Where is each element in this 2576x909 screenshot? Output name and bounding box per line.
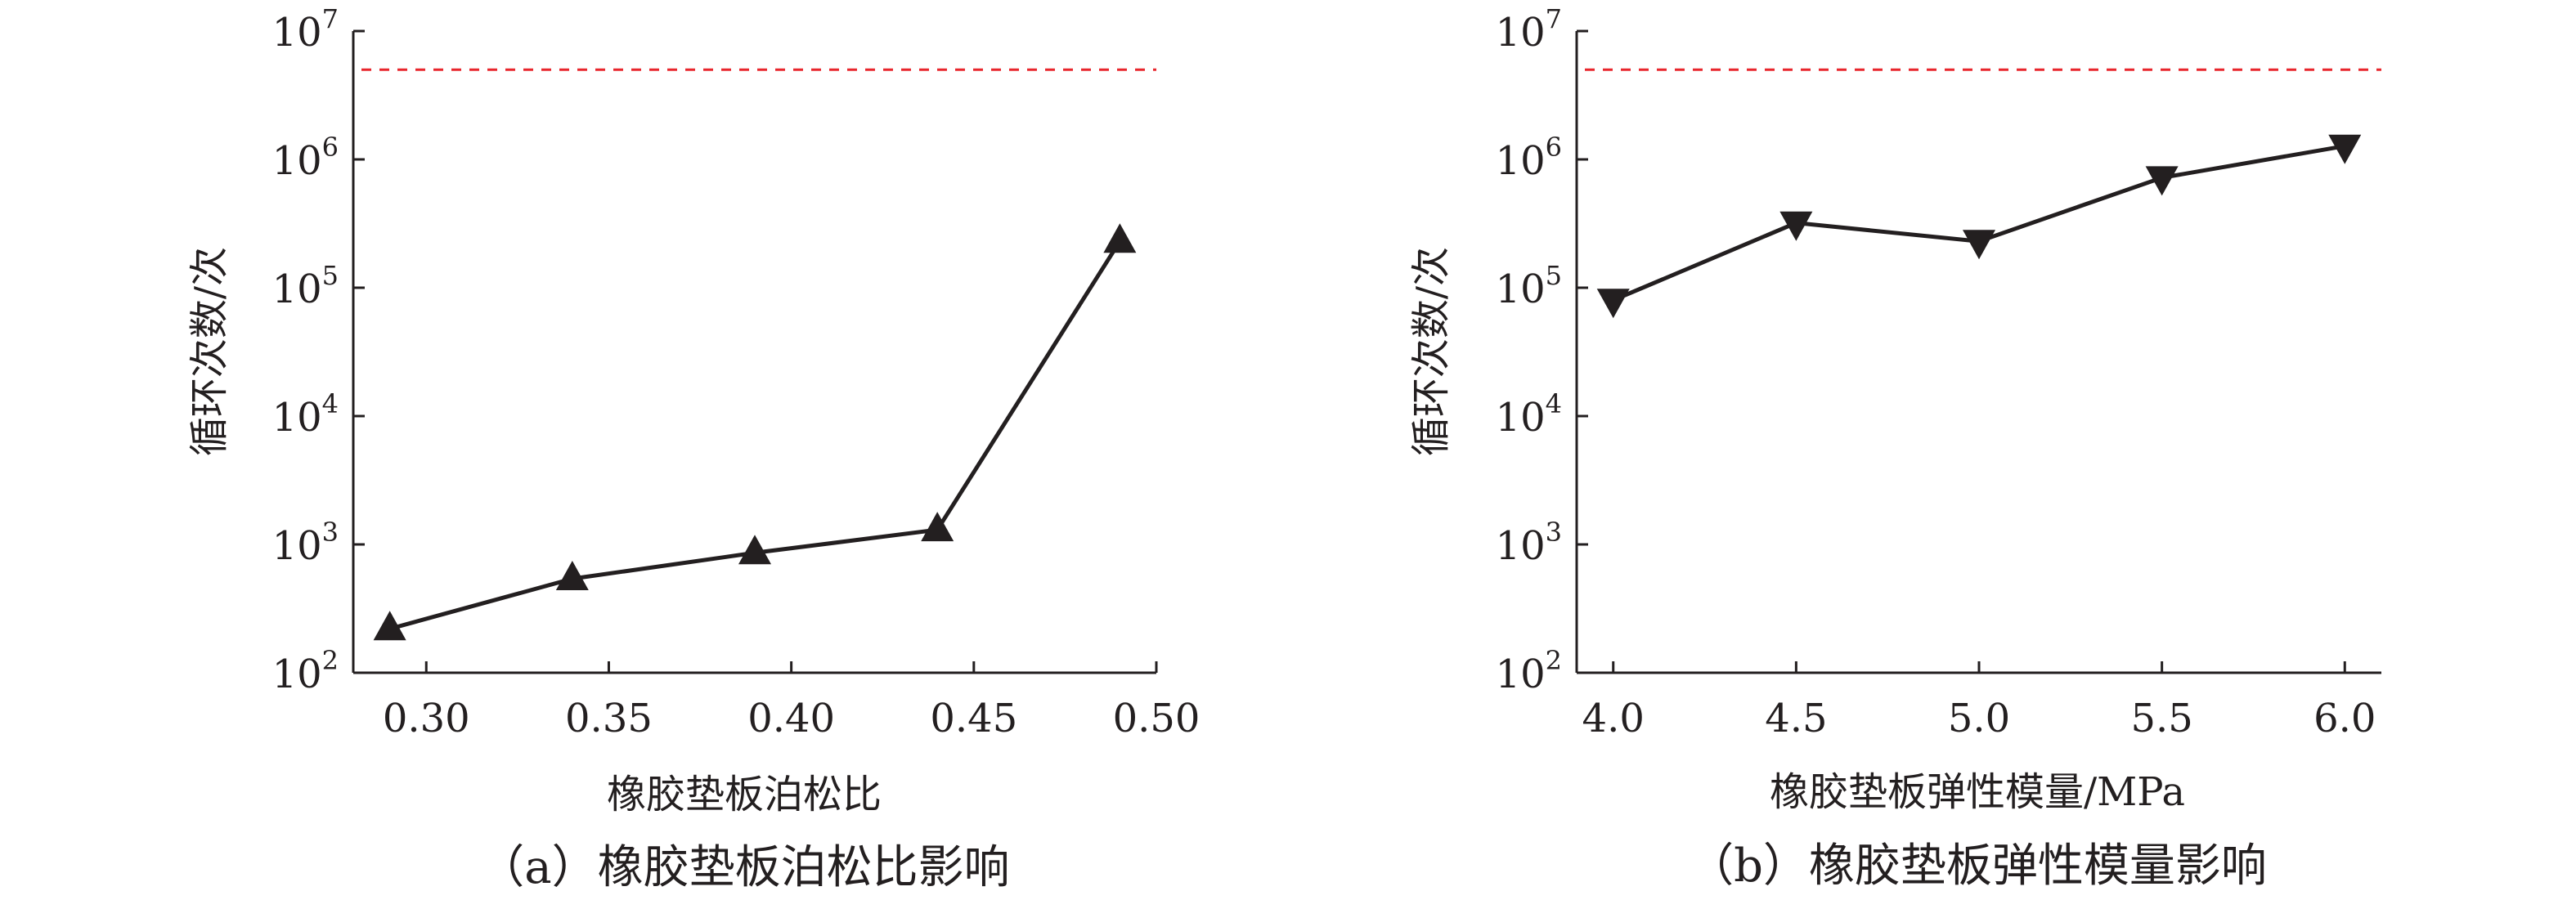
y-tick-label-b: 106 [1496, 132, 1562, 184]
x-tick-label-a: 0.30 [383, 696, 470, 741]
panel-b: 循环次数/次 橡胶垫板弹性模量/MPa （b）橡胶垫板弹性模量影响 102 103… [1408, 3, 2381, 893]
y-tick-label-a: 102 [272, 645, 339, 697]
x-tick-label-b: 6.0 [2313, 696, 2376, 741]
panel-caption-b: （b）橡胶垫板弹性模量影响 [1688, 840, 2267, 893]
data-point-a [1103, 223, 1137, 253]
y-tick-label-b: 107 [1496, 3, 1562, 56]
y-tick-label-a: 103 [272, 517, 339, 569]
panel-caption-a: （a）橡胶垫板泊松比影响 [478, 841, 1009, 894]
y-axis-label-b: 循环次数/次 [1408, 247, 1454, 456]
y-tick-label-a: 104 [272, 388, 339, 441]
data-point-a [373, 611, 406, 641]
y-tick-label-a: 107 [272, 3, 339, 56]
y-axis-title-a: 循环次数/次 [186, 247, 232, 456]
x-tick-label-b: 5.5 [2130, 696, 2192, 741]
y-tick-label-b: 103 [1496, 517, 1562, 569]
data-point-b [1596, 289, 1630, 319]
x-tick-label-a: 0.40 [747, 696, 835, 741]
data-point-b [2328, 134, 2362, 164]
y-tick-label-b: 105 [1496, 260, 1562, 312]
data-point-b [1963, 230, 1995, 260]
y-tick-label-b: 102 [1496, 645, 1562, 697]
x-tick-label-b: 5.0 [1948, 696, 2010, 741]
series-line-a [388, 240, 1122, 631]
y-tick-label-b: 104 [1496, 388, 1562, 441]
x-axis-title-a: 橡胶垫板泊松比 [607, 772, 882, 817]
x-tick-label-a: 0.50 [1113, 696, 1200, 741]
x-tick-label-b: 4.0 [1582, 696, 1645, 741]
y-axis-title-b: 循环次数/次 [1408, 247, 1454, 456]
y-tick-label-a: 106 [272, 132, 339, 184]
data-point-a [738, 535, 771, 565]
series-line-b [1612, 144, 2345, 302]
data-point-a [921, 512, 954, 542]
data-point-b [2145, 166, 2179, 196]
data-point-a [555, 561, 589, 591]
y-tick-label-a: 105 [272, 260, 339, 312]
x-tick-label-a: 0.35 [565, 696, 653, 741]
panel-a: 循环次数/次 橡胶垫板泊松比 （a）橡胶垫板泊松比影响 102 103 104 105… [186, 3, 1200, 894]
y-axis-label-a: 循环次数/次 [186, 247, 232, 456]
x-axis-title-b: 橡胶垫板弹性模量/MPa [1770, 769, 2185, 815]
x-tick-label-b: 4.5 [1765, 696, 1827, 741]
x-tick-label-a: 0.45 [930, 696, 1017, 741]
data-point-b [1779, 211, 1813, 241]
